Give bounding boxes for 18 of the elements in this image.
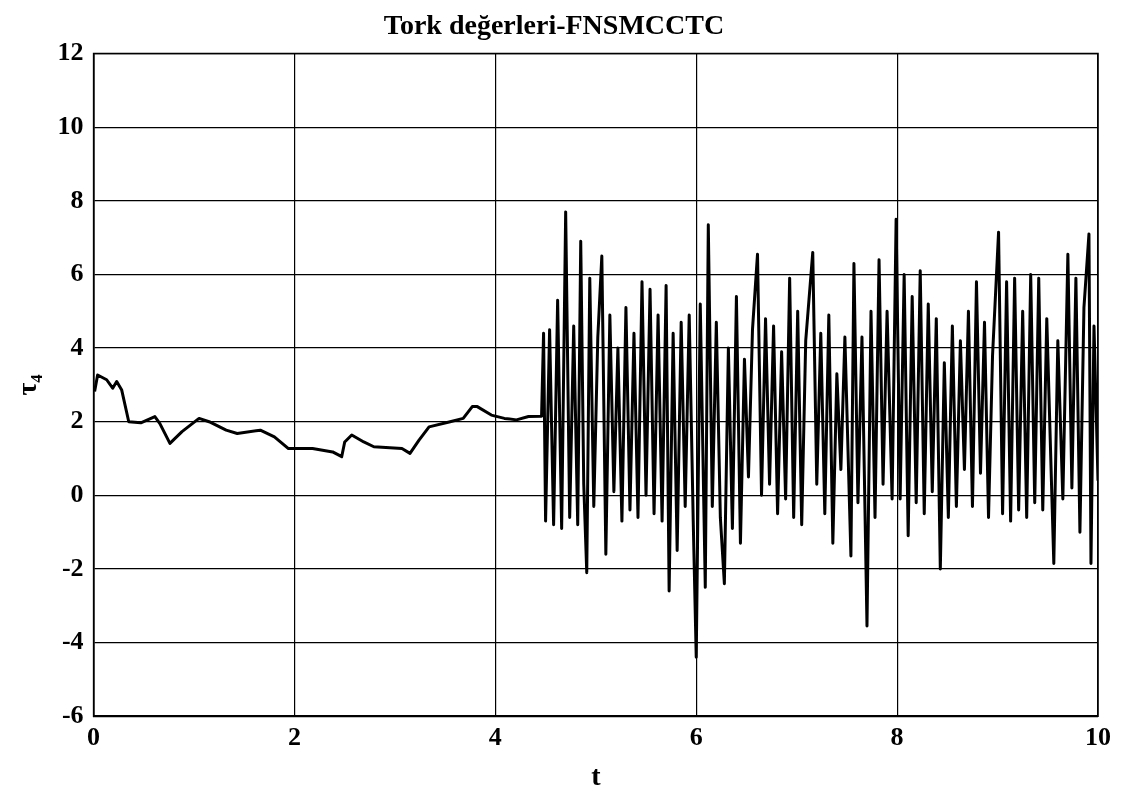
y-tick-label: 12 bbox=[57, 37, 84, 67]
y-axis-title: τ₄ bbox=[11, 373, 43, 396]
x-tick-label: 8 bbox=[890, 721, 904, 751]
y-tick-label: 8 bbox=[70, 184, 84, 214]
x-tick-label: 6 bbox=[689, 721, 703, 751]
x-tick-label: 4 bbox=[488, 721, 502, 751]
y-tick-label: -4 bbox=[61, 626, 84, 656]
y-tick-label: -2 bbox=[61, 552, 84, 582]
y-tick-label: 10 bbox=[57, 110, 84, 140]
chart-title: Tork değerleri-FNSMCCTC bbox=[383, 9, 725, 41]
x-axis-title: t bbox=[591, 760, 602, 792]
y-tick-label: 2 bbox=[70, 405, 84, 435]
y-tick-label: 0 bbox=[70, 479, 84, 509]
y-tick-label: 6 bbox=[70, 258, 84, 288]
y-tick-label: -6 bbox=[61, 699, 84, 729]
x-tick-label: 2 bbox=[287, 721, 301, 751]
y-tick-label: 4 bbox=[70, 331, 84, 361]
x-tick-label: 10 bbox=[1085, 721, 1111, 751]
